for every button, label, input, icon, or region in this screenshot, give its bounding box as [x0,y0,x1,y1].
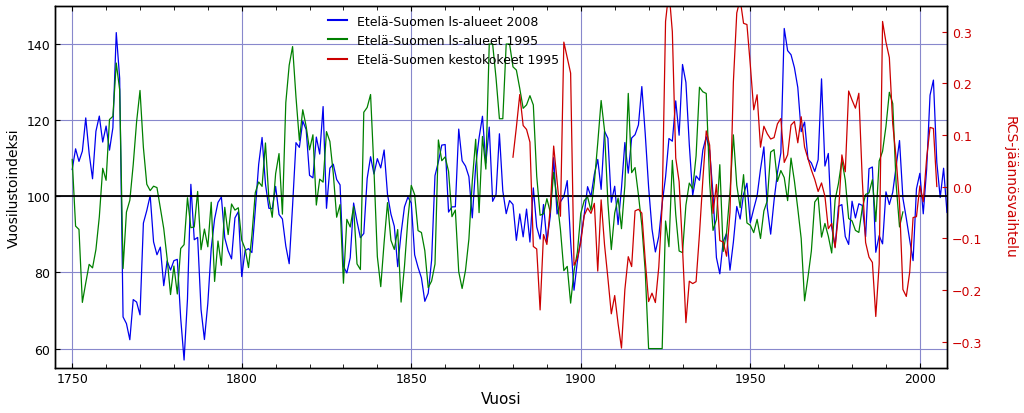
X-axis label: Vuosi: Vuosi [481,391,521,406]
Y-axis label: Vuosilustoindeksi: Vuosilustoindeksi [7,128,20,247]
Legend: Etelä-Suomen ls-alueet 2008, Etelä-Suomen ls-alueet 1995, Etelä-Suomen kestokoke: Etelä-Suomen ls-alueet 2008, Etelä-Suome… [323,11,563,72]
Y-axis label: RCS-jäännösvaihtelu: RCS-jäännösvaihtelu [1004,116,1017,259]
